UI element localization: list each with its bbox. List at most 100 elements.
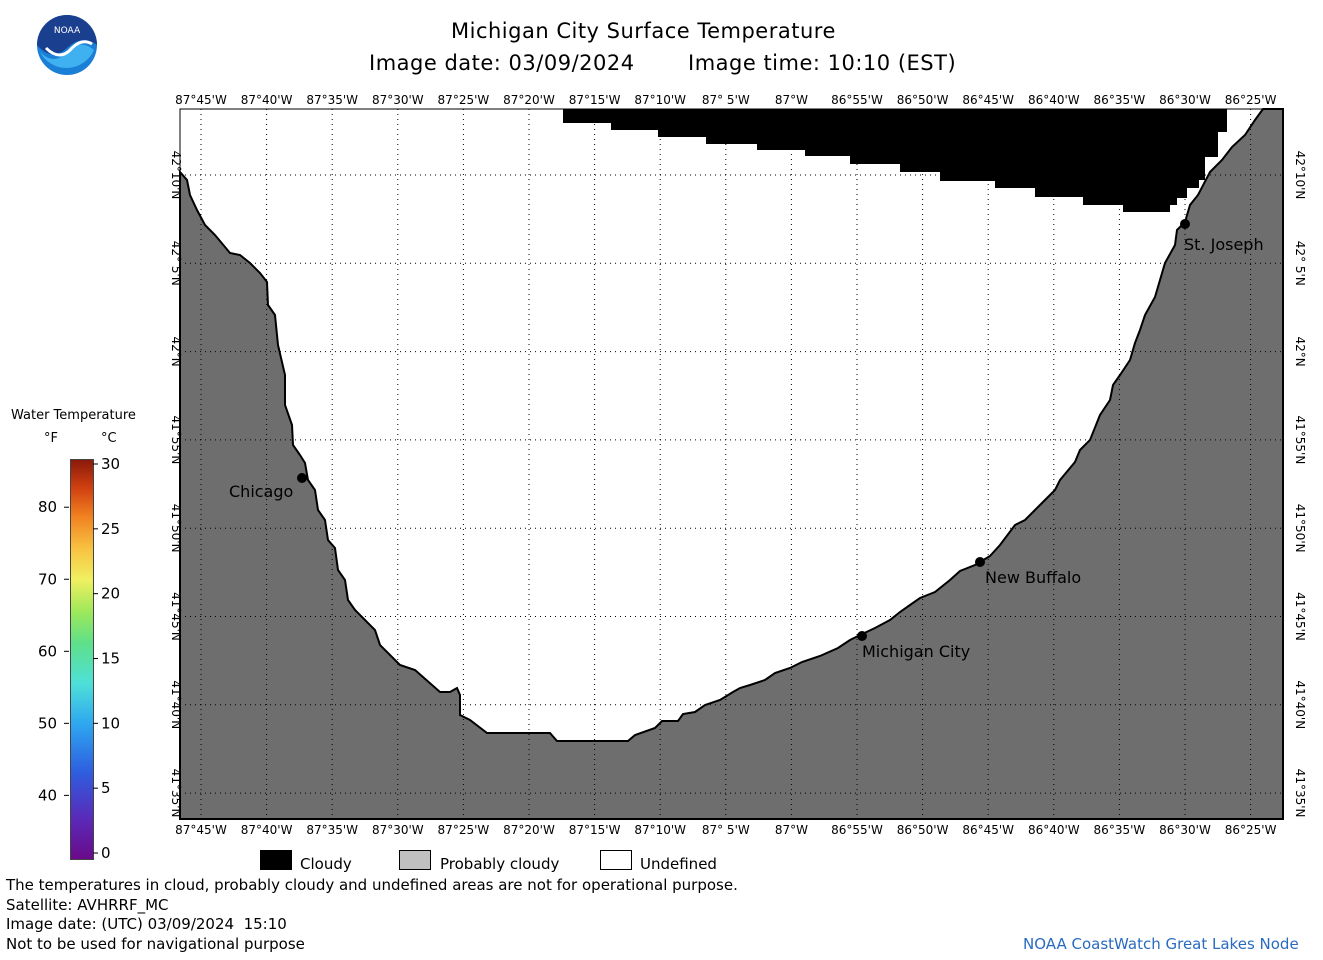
latitude-labels-left: 42°10'N 42° 5'N 42°N 41°55'N 41°50'N 41°45'N 4… [169, 151, 183, 818]
longitude-label: 87°25'W [438, 823, 490, 837]
longitude-label: 86°45'W [962, 93, 1014, 107]
longitude-label: 86°30'W [1159, 823, 1211, 837]
longitude-label: 86°55'W [831, 93, 883, 107]
city-new-buffalo: New Buffalo [975, 557, 1081, 587]
legend-swatch-cloudy [260, 850, 292, 870]
latitude-label: 41°55'N [169, 415, 183, 464]
longitude-label: 87°10'W [634, 93, 686, 107]
longitude-label: 86°25'W [1225, 823, 1277, 837]
legend-swatch-undefined [600, 850, 632, 870]
image-time: Image time: 10:10 (EST) [688, 51, 957, 75]
longitude-label: 87°15'W [569, 93, 621, 107]
footer-satellite: Satellite: AVHRRF_MC [6, 896, 169, 914]
latitude-label: 42° 5'N [1293, 241, 1307, 286]
longitude-label: 87°W [775, 93, 808, 107]
legend-label-probably-cloudy: Probably cloudy [440, 855, 560, 873]
latitude-label: 41°40'N [1293, 680, 1307, 729]
colorbar-unit-f: °F [44, 431, 58, 446]
longitude-label: 86°35'W [1094, 823, 1146, 837]
colorbar-label-f: 80 [38, 498, 57, 516]
longitude-label: 87°40'W [241, 93, 293, 107]
latitude-label: 41°35'N [1293, 769, 1307, 818]
latitude-label: 41°50'N [1293, 504, 1307, 553]
colorbar-label-f: 60 [38, 642, 57, 660]
page-title: Michigan City Surface Temperature [451, 19, 836, 43]
image-date: Image date: 03/09/2024 [369, 51, 635, 75]
longitude-label: 87° 5'W [702, 93, 750, 107]
colorbar-label-c: 20 [101, 585, 120, 603]
longitude-label: 86°30'W [1159, 93, 1211, 107]
noaa-logo-icon: NOAA [36, 14, 98, 76]
longitude-label: 87°30'W [372, 823, 424, 837]
longitude-label: 87°25'W [438, 93, 490, 107]
longitude-label: 86°50'W [897, 823, 949, 837]
legend-swatch-probably-cloudy [399, 850, 431, 870]
latitude-label: 41°55'N [1293, 415, 1307, 464]
latitude-label: 41°40'N [169, 680, 183, 729]
longitude-label: 87°20'W [503, 823, 555, 837]
latitude-labels-right: 42°10'N 42° 5'N 42°N 41°55'N 41°50'N 41°45'N 4… [1293, 151, 1307, 818]
footer-nav-warning: Not to be used for navigational purpose [6, 935, 305, 953]
colorbar-label-c: 5 [101, 779, 111, 797]
latitude-label: 41°35'N [169, 769, 183, 818]
colorbar-label-f: 70 [38, 570, 57, 588]
cloud-region [563, 109, 1227, 212]
longitude-label: 86°40'W [1028, 823, 1080, 837]
colorbar-label-c: 25 [101, 520, 120, 538]
city-marker-st-joseph [1180, 219, 1190, 229]
colorbar-label-c: 10 [101, 714, 120, 732]
longitude-label: 87°W [775, 823, 808, 837]
footer-utc-date: Image date: (UTC) 03/09/2024 15:10 [6, 915, 287, 933]
longitude-label: 87°35'W [306, 93, 358, 107]
latitude-label: 42°10'N [169, 151, 183, 200]
longitude-label: 87°30'W [372, 93, 424, 107]
colorbar-label-c: 30 [101, 455, 120, 473]
colorbar-label-c: 0 [101, 844, 111, 862]
latitude-label: 42°N [169, 336, 183, 366]
longitude-labels-bottom: 87°45'W 87°40'W 87°35'W 87°30'W 87°25'W 87°20… [175, 823, 1276, 837]
city-marker-new-buffalo [975, 557, 985, 567]
land-west [179, 108, 1284, 820]
longitude-label: 87° 5'W [702, 823, 750, 837]
latitude-label: 41°50'N [169, 504, 183, 553]
colorbar-unit-c: °C [101, 431, 117, 446]
longitude-label: 86°35'W [1094, 93, 1146, 107]
longitude-label: 86°25'W [1225, 93, 1277, 107]
longitude-label: 87°45'W [175, 823, 227, 837]
city-label-michigan-city: Michigan City [862, 642, 970, 661]
longitude-label: 86°50'W [897, 93, 949, 107]
colorbar-title: Water Temperature [11, 408, 136, 423]
longitude-label: 87°20'W [503, 93, 555, 107]
footer-credit: NOAA CoastWatch Great Lakes Node [1023, 935, 1299, 953]
latitude-label: 42°N [1293, 336, 1307, 366]
colorbar-gradient [70, 459, 94, 860]
graticule [180, 109, 1283, 819]
longitude-label: 87°15'W [569, 823, 621, 837]
longitude-label: 87°35'W [306, 823, 358, 837]
longitude-label: 86°55'W [831, 823, 883, 837]
noaa-logo-text: NOAA [54, 26, 81, 36]
footer-disclaimer: The temperatures in cloud, probably clou… [6, 876, 738, 894]
longitude-label: 87°10'W [634, 823, 686, 837]
colorbar-label-f: 50 [38, 714, 57, 732]
longitude-label: 86°45'W [962, 823, 1014, 837]
city-label-new-buffalo: New Buffalo [985, 568, 1081, 587]
city-marker-michigan-city [857, 631, 867, 641]
legend-label-cloudy: Cloudy [300, 855, 352, 873]
colorbar-label-c: 15 [101, 650, 120, 668]
city-st-joseph: St. Joseph [1180, 219, 1264, 254]
city-label-st-joseph: St. Joseph [1184, 235, 1264, 254]
city-chicago: Chicago [229, 473, 307, 501]
city-label-chicago: Chicago [229, 482, 293, 501]
map-frame [179, 108, 1284, 820]
latitude-label: 42°10'N [1293, 151, 1307, 200]
longitude-label: 86°40'W [1028, 93, 1080, 107]
longitude-labels-top: 87°45'W 87°40'W 87°35'W 87°30'W 87°25'W 87°20… [175, 93, 1276, 107]
city-michigan-city: Michigan City [857, 631, 970, 661]
longitude-label: 87°40'W [241, 823, 293, 837]
colorbar-label-f: 40 [38, 786, 57, 804]
latitude-label: 41°45'N [1293, 592, 1307, 641]
latitude-label: 41°45'N [169, 592, 183, 641]
